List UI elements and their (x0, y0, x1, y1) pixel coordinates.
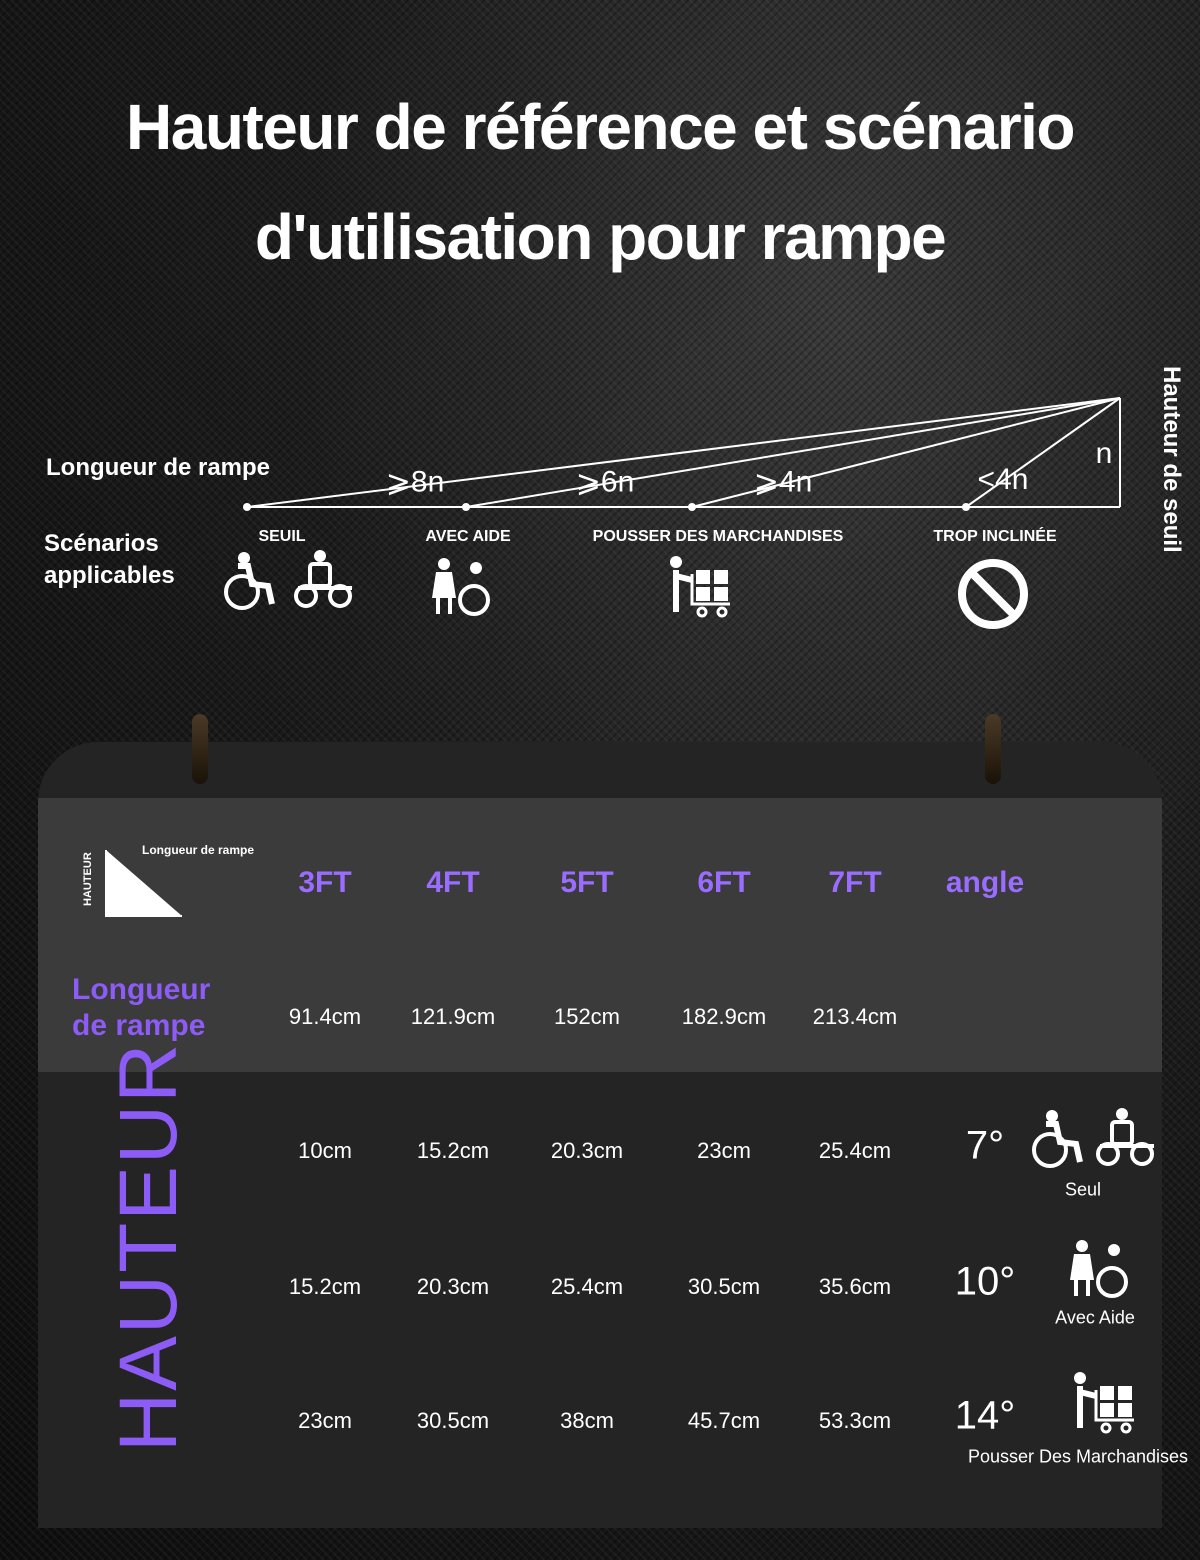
height-cell: 15.2cm (288, 1274, 362, 1299)
height-cell: 38cm (560, 1408, 614, 1433)
ratio: <4n (977, 463, 1029, 496)
ratio: ⩾4n (753, 465, 813, 499)
icon-height-label: HAUTEUR (82, 852, 94, 906)
angle: 14° (954, 1393, 1016, 1438)
scenario-label: Pousser Des Marchandises (967, 1446, 1189, 1467)
icon-wheelchair (226, 552, 272, 608)
height-cell: 25.4cm (550, 1274, 624, 1299)
height-cell: 20.3cm (550, 1138, 624, 1163)
table-card (38, 742, 1162, 1528)
height-cell: 10cm (298, 1138, 352, 1163)
length-cell: 152cm (553, 1004, 621, 1029)
length-cell: 213.4cm (812, 1004, 898, 1029)
table-icon (105, 850, 182, 917)
n-label: n (1095, 437, 1113, 470)
ramp-diagram (0, 397, 1121, 629)
scenario-label: Avec Aide (1055, 1307, 1135, 1328)
icon-assisted (430, 556, 490, 616)
scenarios-label: Scénarios applicables (44, 530, 175, 589)
column-header: 4FT (426, 866, 480, 899)
column-header: 6FT (697, 866, 751, 899)
scenario-label: Seul (1064, 1179, 1102, 1200)
angle: 7° (965, 1123, 1005, 1168)
height-label: HAUTEUR (103, 1041, 194, 1452)
height-cell: 20.3cm (416, 1274, 490, 1299)
length-cell: 91.4cm (288, 1004, 362, 1029)
icon-length-label: Longueur de rampe (142, 843, 255, 857)
height-cell: 30.5cm (416, 1408, 490, 1433)
scenario: TROP INCLINÉE (933, 528, 1057, 545)
height-cell: 23cm (298, 1408, 352, 1433)
height-cell: 45.7cm (687, 1408, 761, 1433)
ratio: ⩾6n (575, 465, 635, 499)
height-cell: 30.5cm (687, 1274, 761, 1299)
height-cell: 53.3cm (818, 1408, 892, 1433)
column-header: 5FT (560, 866, 614, 899)
title-line: Hauteur de référence et scénario (126, 91, 1075, 163)
column-header: 7FT (828, 866, 882, 899)
length-label: Longueur de rampe (46, 454, 271, 481)
icon-electric-wheelchair (294, 548, 354, 608)
length-cell: 182.9cm (681, 1004, 767, 1029)
title-line: d'utilisation pour rampe (254, 201, 947, 273)
hook (192, 714, 208, 784)
column-header: 3FT (298, 866, 352, 899)
length-cell: 121.9cm (410, 1004, 496, 1029)
hook (985, 714, 1001, 784)
threshold-label: Hauteur de seuil (1158, 366, 1185, 553)
ratio: ⩾8n (385, 465, 445, 499)
height-cell: 35.6cm (818, 1274, 892, 1299)
icon-cart (670, 556, 730, 616)
scenario: AVEC AIDE (425, 528, 511, 545)
scenario: POUSSER DES MARCHANDISES (592, 528, 844, 545)
height-cell: 15.2cm (416, 1138, 490, 1163)
angle: 10° (954, 1259, 1016, 1304)
scenario: SEUIL (258, 528, 306, 545)
header-band (38, 798, 1162, 1072)
icon-forbidden (958, 559, 1028, 629)
length-row-label: Longueur de rampe (72, 973, 211, 1042)
column-header: angle (945, 866, 1025, 899)
height-cell: 25.4cm (818, 1138, 892, 1163)
height-cell: 23cm (697, 1138, 751, 1163)
